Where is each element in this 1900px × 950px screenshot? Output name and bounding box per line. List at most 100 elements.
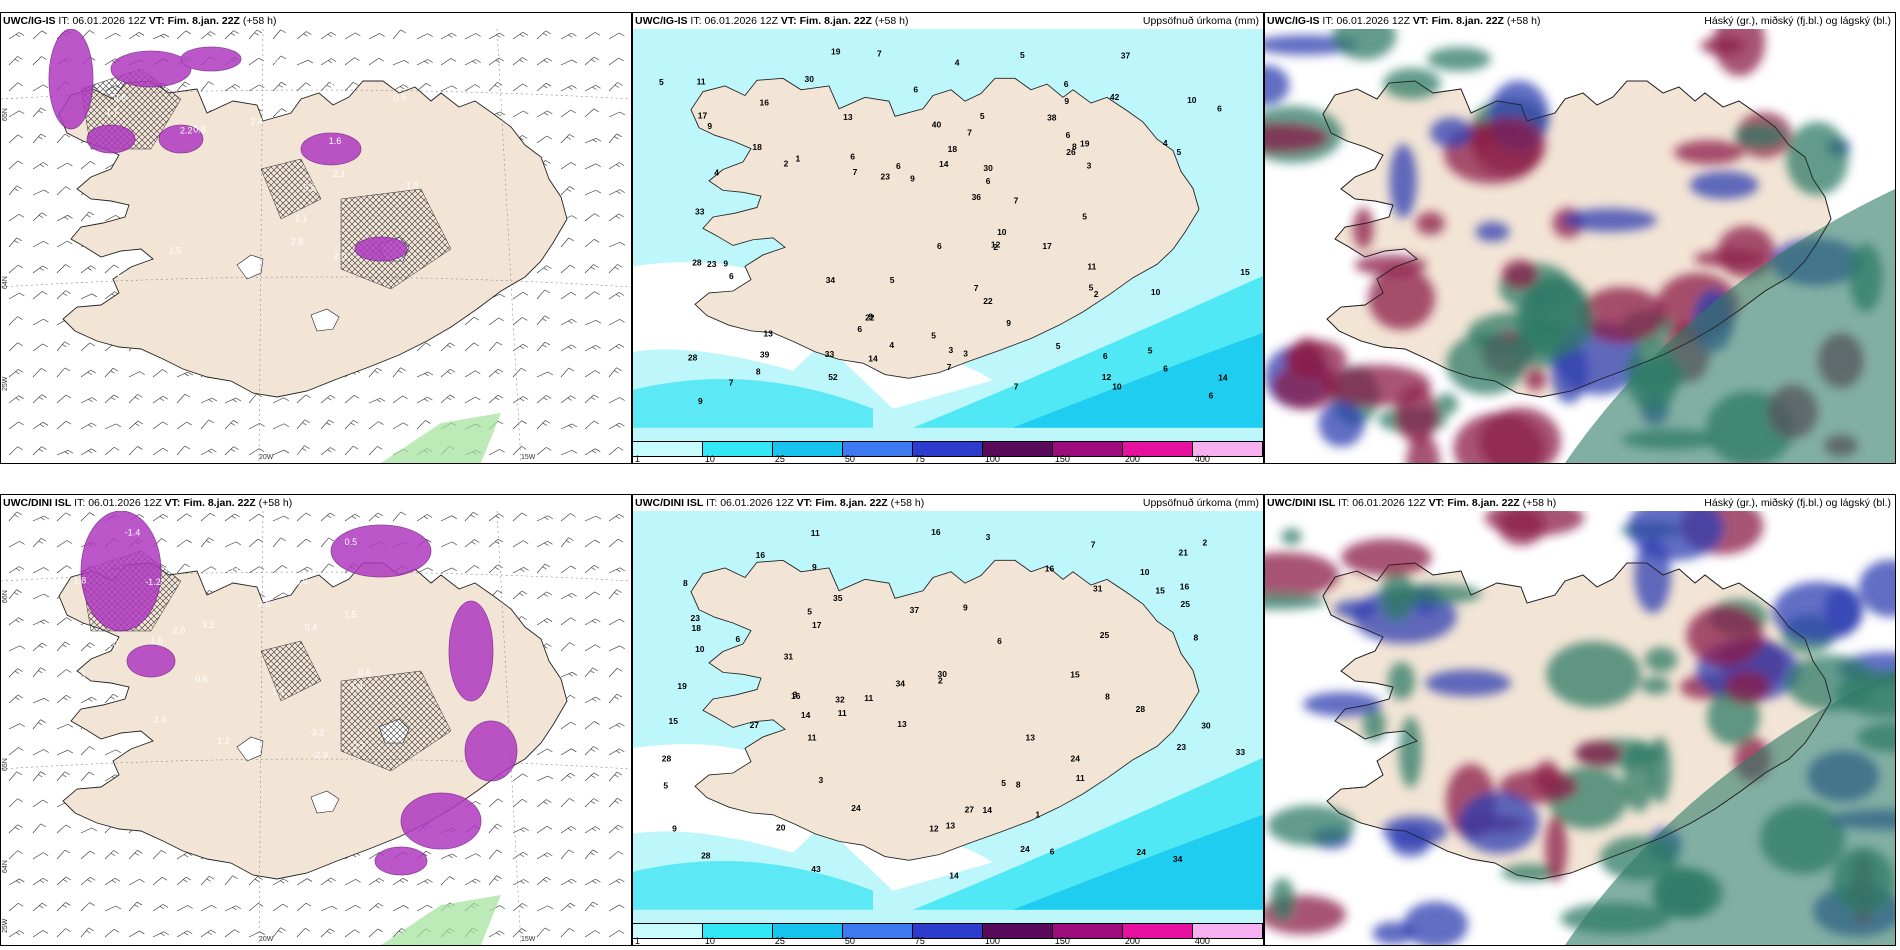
- value-label: 17: [812, 621, 822, 630]
- value-label: 7: [967, 129, 972, 138]
- value-label: 1.2: [217, 736, 230, 746]
- value-label: 6: [736, 635, 741, 644]
- latitude-label: 25W: [2, 376, 9, 391]
- value-label: 34: [826, 276, 836, 285]
- value-label: 5: [980, 112, 985, 121]
- value-label: 16: [756, 551, 766, 560]
- value-label: 9: [868, 313, 873, 322]
- value-label: 6: [1209, 392, 1214, 401]
- value-label: 12: [929, 824, 939, 833]
- value-label: 10: [997, 228, 1007, 237]
- value-label: 12: [1102, 373, 1112, 382]
- latitude-label: 65N: [2, 108, 9, 121]
- value-label: 10: [1140, 568, 1150, 577]
- value-label: 6: [1163, 365, 1168, 374]
- value-label: -3.2: [309, 728, 325, 738]
- value-label: 2.4: [250, 117, 263, 127]
- value-label: 34: [896, 680, 906, 689]
- value-label: 0.4: [305, 623, 318, 633]
- map-canvas[interactable]: [1265, 29, 1895, 463]
- value-label: 22: [983, 297, 993, 306]
- legend-tick-label: 75: [914, 936, 925, 946]
- value-label: 0.6: [195, 674, 208, 684]
- value-label: 11: [1087, 263, 1096, 272]
- value-label: 24: [1020, 845, 1030, 854]
- legend-tick-label: 100: [984, 936, 1000, 946]
- value-label: 28: [701, 852, 711, 861]
- value-label: 9: [672, 824, 677, 833]
- value-label: 3: [963, 350, 968, 359]
- value-label: 14: [868, 355, 878, 364]
- panel-header: UWC/DINI ISL IT: 06.01.2026 12Z VT: Fim.…: [633, 495, 1263, 511]
- legend-tick-label: 50: [844, 936, 855, 946]
- value-label: 9: [707, 122, 712, 131]
- value-label: 5: [1056, 342, 1061, 351]
- value-label: 13: [763, 330, 773, 339]
- value-label: 5: [931, 332, 936, 341]
- value-label: 1.6: [329, 136, 342, 146]
- value-label: 26: [1066, 148, 1076, 157]
- value-label: 2.8: [291, 237, 304, 247]
- value-label: 14: [1218, 374, 1228, 383]
- value-label: 10: [1187, 96, 1197, 105]
- value-label: 6: [857, 325, 862, 334]
- legend-swatch: [1193, 924, 1263, 938]
- legend-swatch: [1053, 924, 1123, 938]
- value-label: 4: [1163, 139, 1168, 148]
- value-label: 30: [805, 75, 815, 84]
- value-label: 13: [946, 822, 956, 831]
- value-label: 0.5: [394, 92, 407, 102]
- value-label: 2.1: [333, 169, 346, 179]
- value-label: 13: [1026, 734, 1036, 743]
- map-canvas[interactable]: [1265, 511, 1895, 945]
- map-panel-ig-is-temperature: UWC/IG-IS IT: 06.01.2026 12Z VT: Fim. 8.…: [0, 12, 632, 464]
- value-label: 9: [812, 563, 817, 572]
- legend-tick-label: 10: [704, 936, 715, 946]
- value-label: 13: [843, 113, 853, 122]
- value-label: 34: [1173, 855, 1183, 864]
- value-label: 30: [983, 164, 993, 173]
- map-canvas[interactable]: -1.0 1.6 1.8 2.7 3.3 2.0 2.6 2.6 -2.9 -4.8 -6.8 -2.…: [1, 511, 631, 945]
- value-label: 16: [760, 99, 770, 108]
- value-label: 16: [791, 692, 801, 701]
- value-label: 11: [811, 529, 820, 538]
- value-label: 15: [1240, 268, 1250, 277]
- value-label: 19: [831, 48, 841, 57]
- value-label: 1.2: [110, 268, 123, 278]
- value-label: 28: [692, 259, 702, 268]
- value-label: 5: [1001, 779, 1006, 788]
- value-label: 3: [819, 776, 824, 785]
- precip-legend: 1 10 25 50 75 100 150 200 400: [633, 923, 1263, 945]
- value-label: 8: [756, 368, 761, 377]
- map-canvas[interactable]: 7 10 10 7 6 5 5 6 6 6 6 7 4 4 5 6 5 6 6 6 5 8 7 17 2 9 6 7 5 9 6 5 5 9 12 7…: [633, 29, 1263, 441]
- value-label: 33: [1236, 748, 1246, 757]
- legend-swatch: [913, 442, 983, 456]
- map-canvas[interactable]: 3 2 1 5 11 13 13 21 11 8 13 3 3 5 9 10 8 8 6 11 7 23 28 24 10 14 9…: [633, 511, 1263, 923]
- value-label: 1.1: [295, 213, 308, 223]
- value-label: 23: [691, 614, 701, 623]
- value-label: 8: [683, 579, 688, 588]
- value-label: 8: [1194, 634, 1199, 643]
- map-canvas[interactable]: 1.6 1.1 1.3 2.0 1.7 1.5 2.8 2.2 2.4 2.1 2.4 1.9 0.8 1…: [1, 29, 631, 463]
- value-label: 7: [1014, 383, 1019, 392]
- panel-right-title: Uppsöfnuð úrkoma (mm): [1142, 497, 1259, 509]
- value-label: 3: [793, 691, 798, 700]
- value-label: 2.6: [258, 599, 271, 609]
- value-label: 6: [986, 177, 991, 186]
- value-label: 14: [949, 871, 959, 880]
- value-label: 2.7: [352, 742, 365, 752]
- value-label: 52: [828, 373, 838, 382]
- value-label: 33: [695, 207, 705, 216]
- value-label: 18: [752, 143, 762, 152]
- value-label: 9: [910, 175, 915, 184]
- value-label: 31: [784, 653, 794, 662]
- value-label: 5: [659, 78, 664, 87]
- value-label: 9: [698, 397, 703, 406]
- legend-swatch: [633, 442, 703, 456]
- value-label: 37: [910, 606, 920, 615]
- panel-right-title: Uppsöfnuð úrkoma (mm): [1142, 15, 1259, 27]
- value-label: 6: [1064, 80, 1069, 89]
- legend-tick-label: 1: [634, 936, 640, 946]
- value-label: 5: [1148, 346, 1153, 355]
- value-label: 42: [1110, 93, 1120, 102]
